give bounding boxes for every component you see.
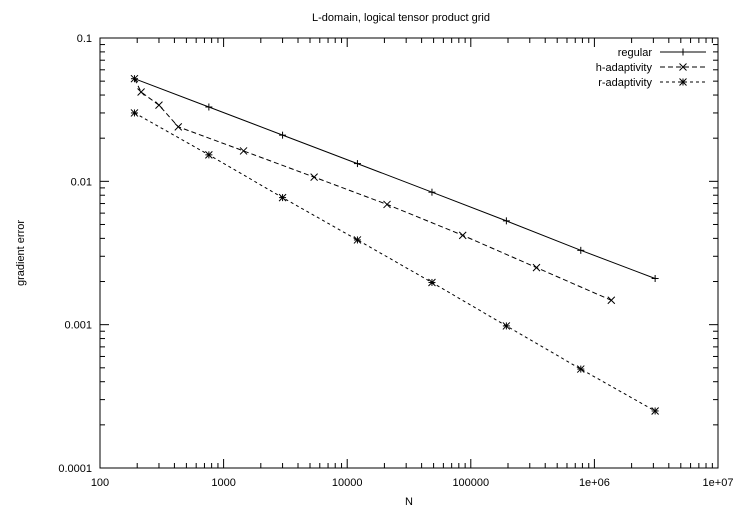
- y-tick-label: 0.1: [77, 33, 92, 45]
- legend-marker-regular: [679, 48, 687, 56]
- y-tick-label: 0.001: [64, 320, 92, 332]
- x-tick-label: 100: [91, 477, 109, 489]
- legend-marker-r-adaptivity: [679, 78, 687, 86]
- data-point-r-adaptivity: [428, 278, 436, 287]
- data-point-h-adaptivity: [310, 173, 318, 181]
- data-point-r-adaptivity: [502, 322, 511, 330]
- data-point-h-adaptivity: [137, 88, 145, 96]
- data-point-h-adaptivity: [607, 296, 616, 305]
- series-line-regular: [134, 78, 656, 279]
- data-point-regular: [428, 188, 436, 196]
- legend-label-regular: regular: [618, 47, 653, 59]
- series-line-r-adaptivity: [134, 112, 656, 412]
- y-tick-label: 0.0001: [58, 463, 92, 475]
- series-layer: [130, 74, 659, 415]
- data-point-h-adaptivity: [239, 147, 248, 155]
- x-tick-label: 1000: [211, 477, 235, 489]
- legend: regular h-adaptivity r-adaptivity: [596, 47, 706, 89]
- plot-frame: [99, 37, 719, 469]
- data-point-h-adaptivity: [174, 122, 183, 131]
- legend-label-r-adaptivity: r-adaptivity: [598, 77, 652, 89]
- data-point-h-adaptivity: [458, 231, 467, 240]
- y-axis-title: gradient error: [15, 220, 27, 286]
- data-point-h-adaptivity: [383, 200, 391, 209]
- legend-marker-h-adaptivity: [679, 63, 687, 71]
- data-point-r-adaptivity: [651, 407, 659, 415]
- y-tick-label: 0.01: [71, 176, 92, 188]
- x-tick-label: 1e+07: [703, 477, 734, 489]
- series-line-h-adaptivity: [134, 78, 612, 301]
- data-point-r-adaptivity: [130, 109, 139, 117]
- data-point-h-adaptivity: [155, 101, 163, 110]
- data-point-regular: [577, 246, 585, 254]
- data-point-regular: [353, 160, 361, 168]
- data-point-r-adaptivity: [576, 365, 585, 373]
- data-point-regular: [205, 103, 213, 111]
- legend-label-h-adaptivity: h-adaptivity: [596, 62, 653, 74]
- x-axis-title: N: [405, 496, 413, 508]
- ticks-layer: 100 1000 10000 100000 1e+06 1e+07 0.0001 0.001 0…: [58, 33, 733, 489]
- data-point-r-adaptivity: [278, 193, 287, 202]
- data-point-h-adaptivity: [532, 263, 541, 272]
- x-tick-label: 100000: [452, 477, 489, 489]
- x-tick-label: 10000: [332, 477, 363, 489]
- x-tick-label: 1e+06: [579, 477, 610, 489]
- data-point-r-adaptivity: [353, 236, 362, 244]
- data-point-h-adaptivity: [130, 74, 139, 83]
- data-point-regular: [279, 131, 287, 139]
- data-point-regular: [651, 274, 659, 282]
- chart-title: L-domain, logical tensor product grid: [312, 12, 490, 24]
- data-point-r-adaptivity: [205, 151, 213, 159]
- data-point-regular: [502, 217, 510, 225]
